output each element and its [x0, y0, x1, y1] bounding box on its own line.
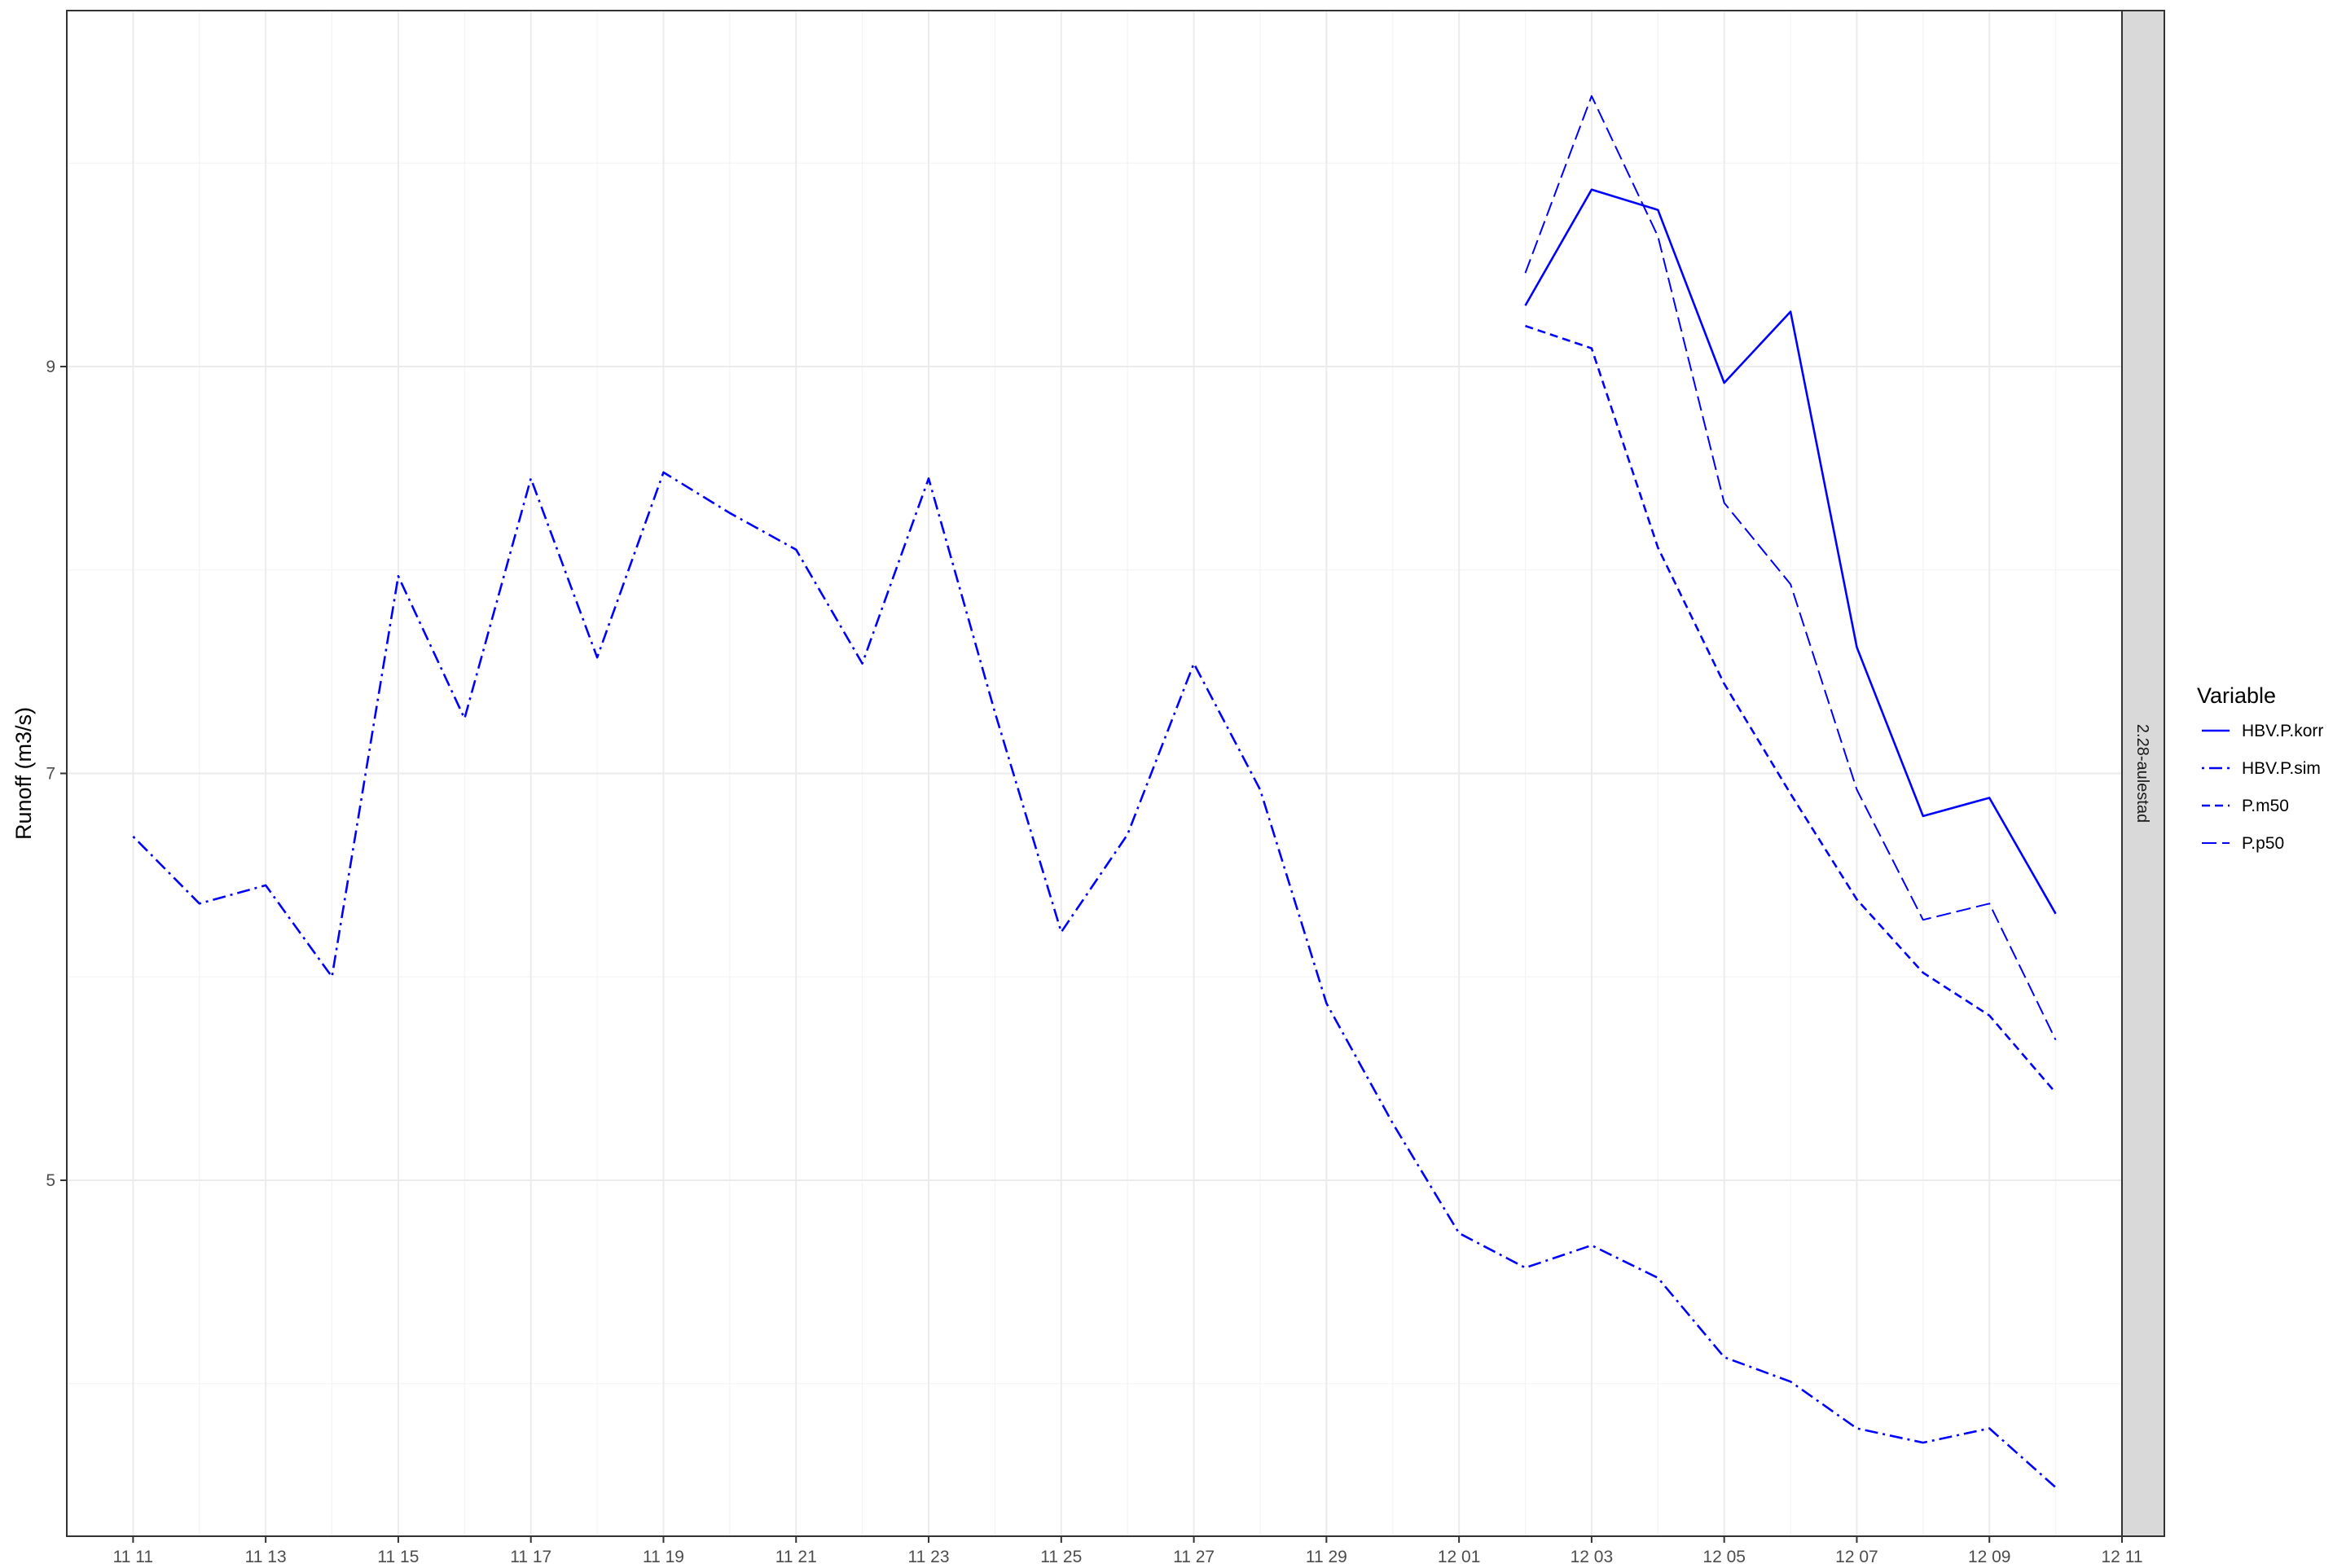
legend-label: P.m50 — [2242, 797, 2289, 815]
legend-label: HBV.P.korr — [2242, 722, 2323, 740]
y-axis-title: Runoff (m3/s) — [11, 707, 36, 840]
y-tick-label: 9 — [46, 358, 55, 376]
x-tick-label: 12 01 — [1438, 1548, 1481, 1564]
x-tick-label: 12 09 — [1968, 1548, 2011, 1564]
x-tick-label: 11 11 — [113, 1548, 153, 1564]
x-tick-label: 11 17 — [510, 1548, 551, 1564]
x-tick-label: 11 19 — [643, 1548, 684, 1564]
x-tick-label: 12 11 — [2102, 1548, 2143, 1564]
x-tick-label: 11 15 — [377, 1548, 419, 1564]
facet-strip: 2.28-aulestad — [2122, 11, 2164, 1536]
legend-label: P.p50 — [2242, 834, 2284, 853]
x-tick-label: 12 05 — [1702, 1548, 1746, 1564]
y-tick-label: 7 — [46, 765, 55, 784]
facet-strip-label: 2.28-aulestad — [2133, 724, 2151, 823]
x-tick-label: 11 29 — [1306, 1548, 1347, 1564]
x-tick-label: 11 21 — [775, 1548, 817, 1564]
x-tick-label: 11 25 — [1040, 1548, 1082, 1564]
x-tick-label: 12 07 — [1835, 1548, 1878, 1564]
x-tick-label: 11 27 — [1173, 1548, 1215, 1564]
x-tick-label: 12 03 — [1571, 1548, 1614, 1564]
x-tick-label: 11 13 — [245, 1548, 287, 1564]
y-tick-label: 5 — [46, 1171, 55, 1190]
legend-title: Variable — [2197, 683, 2276, 708]
legend-label: HBV.P.sim — [2242, 759, 2321, 778]
x-tick-label: 11 23 — [908, 1548, 950, 1564]
